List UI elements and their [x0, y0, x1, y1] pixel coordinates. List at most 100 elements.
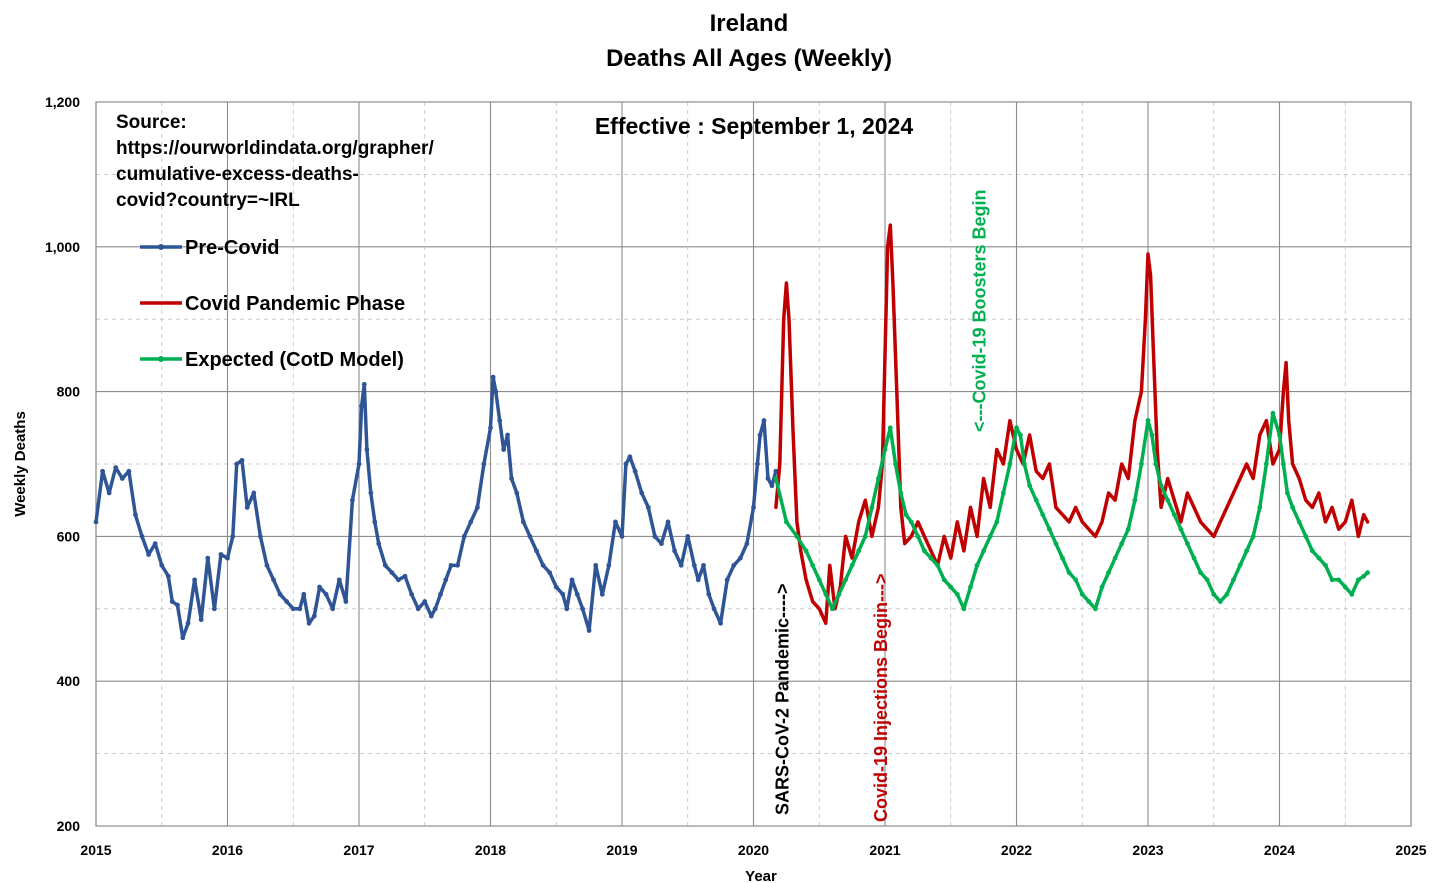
- data-point: [234, 461, 240, 467]
- data-point: [862, 534, 868, 539]
- data-point: [175, 602, 180, 608]
- series-pre-covid: [93, 374, 779, 641]
- data-point: [264, 562, 270, 568]
- data-point: [1224, 591, 1230, 597]
- data-point: [586, 628, 592, 633]
- data-point: [481, 461, 487, 467]
- data-point: [769, 483, 775, 489]
- data-point: [514, 490, 520, 496]
- data-point: [632, 468, 638, 474]
- data-point: [1277, 432, 1282, 438]
- data-point: [100, 468, 105, 474]
- data-point: [428, 613, 434, 619]
- data-point: [277, 591, 283, 597]
- data-point: [382, 562, 388, 568]
- data-point: [803, 548, 809, 554]
- data-point: [935, 562, 940, 568]
- data-point: [761, 418, 767, 423]
- legend-label-pre-covid: Pre-Covid: [185, 237, 279, 259]
- data-point: [301, 591, 307, 597]
- data-point: [1099, 584, 1105, 590]
- data-point: [547, 570, 553, 575]
- legend-label-covid-pandemic-phase: Covid Pandemic Phase: [185, 293, 405, 315]
- x-tick-label: 2020: [738, 842, 769, 858]
- y-tick-label: 1,200: [45, 94, 80, 110]
- data-point: [1021, 461, 1027, 467]
- data-point: [1281, 461, 1286, 467]
- data-point: [152, 541, 158, 547]
- data-point: [1033, 497, 1039, 503]
- data-point: [461, 534, 467, 539]
- data-point: [1112, 555, 1118, 561]
- data-point: [468, 519, 474, 525]
- data-point: [599, 591, 605, 597]
- data-point: [869, 505, 875, 510]
- data-point: [1153, 461, 1159, 467]
- data-point: [830, 606, 835, 612]
- data-point: [376, 541, 382, 547]
- data-point: [493, 389, 499, 394]
- source-line-1: Source:: [116, 112, 187, 133]
- data-point: [205, 555, 211, 561]
- vertical-annotations: SARS-CoV-2 Pandemic----> Covid-19 Injecti…: [772, 189, 989, 822]
- data-point: [1217, 599, 1223, 604]
- data-point: [520, 519, 526, 525]
- data-point: [928, 555, 934, 561]
- data-point: [432, 606, 438, 612]
- data-point: [497, 418, 503, 423]
- data-point: [306, 620, 312, 626]
- data-point: [534, 548, 539, 554]
- data-point: [244, 505, 250, 510]
- x-tick-label: 2016: [212, 842, 243, 858]
- data-point: [1284, 490, 1290, 496]
- x-tick-label: 2017: [343, 842, 374, 858]
- data-point: [350, 497, 355, 503]
- data-point: [695, 577, 701, 583]
- data-point: [1204, 577, 1210, 583]
- data-point: [765, 476, 771, 481]
- data-point: [757, 432, 763, 438]
- x-tick-label: 2015: [80, 842, 111, 858]
- y-tick-labels: 200 400 600 800 1,000 1,200: [45, 94, 80, 834]
- data-point: [961, 606, 967, 612]
- data-point: [1303, 534, 1309, 539]
- x-tick-label: 2018: [475, 842, 506, 858]
- data-point: [146, 552, 152, 557]
- data-point: [1309, 548, 1315, 554]
- legend: Pre-Covid Covid Pandemic Phase Expected …: [140, 237, 405, 371]
- data-point: [744, 541, 750, 547]
- data-point: [1132, 497, 1138, 503]
- data-point: [823, 591, 829, 597]
- data-point: [1014, 425, 1019, 431]
- data-point: [323, 591, 329, 597]
- data-point: [893, 461, 898, 467]
- data-point: [443, 577, 449, 583]
- data-point: [652, 534, 658, 539]
- data-point: [623, 461, 629, 467]
- data-point: [755, 461, 760, 467]
- data-point: [569, 577, 575, 583]
- data-point: [474, 505, 480, 510]
- data-point: [564, 606, 570, 612]
- data-point: [251, 490, 257, 496]
- data-point: [701, 562, 706, 568]
- source-line-4: covid?country=~IRL: [116, 190, 300, 211]
- chart-subtitle: Deaths All Ages (Weekly): [606, 45, 892, 72]
- data-point: [639, 490, 645, 496]
- data-point: [396, 577, 401, 583]
- x-axis-label: Year: [745, 868, 777, 883]
- data-point: [389, 570, 395, 575]
- data-point: [672, 548, 677, 554]
- data-point: [678, 562, 684, 568]
- data-point: [1046, 526, 1052, 532]
- y-axis-label: Weekly Deaths: [12, 411, 29, 517]
- data-point: [645, 505, 651, 510]
- data-point: [113, 465, 119, 471]
- data-point: [139, 534, 145, 539]
- data-point: [359, 403, 365, 409]
- data-point: [422, 599, 428, 604]
- data-point: [751, 505, 756, 510]
- data-point: [1349, 591, 1355, 597]
